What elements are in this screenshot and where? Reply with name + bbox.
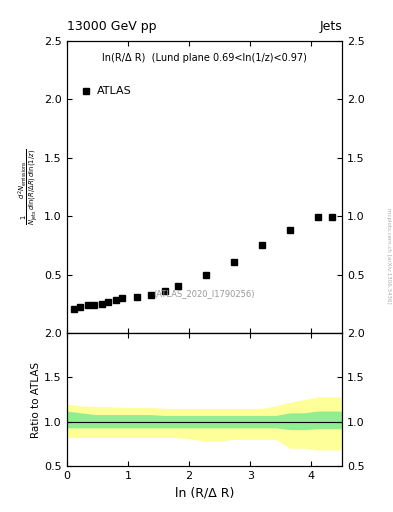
Text: mcplots.cern.ch [arXiv:1306.3436]: mcplots.cern.ch [arXiv:1306.3436] [386,208,391,304]
X-axis label: ln (R/Δ R): ln (R/Δ R) [174,486,234,499]
Text: 13000 GeV pp: 13000 GeV pp [67,20,156,33]
Text: (ATLAS_2020_I1790256): (ATLAS_2020_I1790256) [154,289,255,298]
Text: Jets: Jets [319,20,342,33]
Y-axis label: $\frac{1}{N_\mathrm{jets}}\frac{d^2 N_\mathrm{emissions}}{d\ln(R/\Delta R)\,d\ln: $\frac{1}{N_\mathrm{jets}}\frac{d^2 N_\m… [17,148,40,225]
Text: ATLAS: ATLAS [97,86,132,96]
Text: ln(R/Δ R)  (Lund plane 0.69<ln(1/z)<0.97): ln(R/Δ R) (Lund plane 0.69<ln(1/z)<0.97) [102,53,307,62]
Y-axis label: Ratio to ATLAS: Ratio to ATLAS [31,361,41,438]
